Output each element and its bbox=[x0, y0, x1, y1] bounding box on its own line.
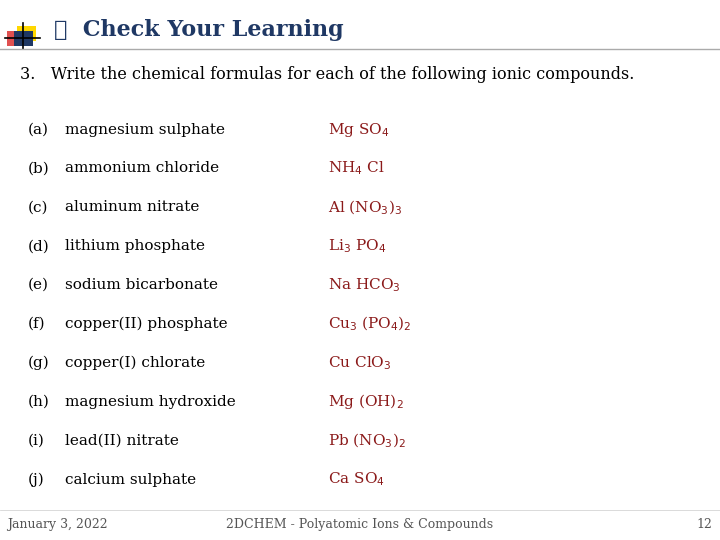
Text: ✝  Check Your Learning: ✝ Check Your Learning bbox=[54, 19, 343, 40]
Text: aluminum nitrate: aluminum nitrate bbox=[65, 200, 199, 214]
Text: Cu ClO$_{3}$: Cu ClO$_{3}$ bbox=[328, 354, 391, 372]
Text: copper(I) chlorate: copper(I) chlorate bbox=[65, 356, 205, 370]
Text: calcium sulphate: calcium sulphate bbox=[65, 472, 196, 487]
Bar bbox=[14, 31, 33, 46]
Text: (b): (b) bbox=[27, 161, 49, 176]
Text: 2DCHEM - Polyatomic Ions & Compounds: 2DCHEM - Polyatomic Ions & Compounds bbox=[226, 518, 494, 531]
Text: (i): (i) bbox=[27, 434, 44, 448]
Text: NH$_{4}$ Cl: NH$_{4}$ Cl bbox=[328, 160, 384, 177]
Text: sodium bicarbonate: sodium bicarbonate bbox=[65, 278, 218, 292]
Text: (a): (a) bbox=[27, 123, 48, 137]
Text: magnesium hydroxide: magnesium hydroxide bbox=[65, 395, 235, 409]
Text: lead(II) nitrate: lead(II) nitrate bbox=[65, 434, 179, 448]
Text: ammonium chloride: ammonium chloride bbox=[65, 161, 219, 176]
Text: copper(II) phosphate: copper(II) phosphate bbox=[65, 317, 228, 331]
Text: (f): (f) bbox=[27, 317, 45, 331]
Text: (d): (d) bbox=[27, 239, 49, 253]
Text: Mg (OH)$_{2}$: Mg (OH)$_{2}$ bbox=[328, 392, 403, 411]
Text: 12: 12 bbox=[697, 518, 713, 531]
Text: Ca SO$_{4}$: Ca SO$_{4}$ bbox=[328, 471, 384, 488]
Text: magnesium sulphate: magnesium sulphate bbox=[65, 123, 225, 137]
Text: lithium phosphate: lithium phosphate bbox=[65, 239, 204, 253]
Text: Pb (NO$_{3}$)$_{2}$: Pb (NO$_{3}$)$_{2}$ bbox=[328, 431, 405, 450]
Text: Li$_{3}$ PO$_{4}$: Li$_{3}$ PO$_{4}$ bbox=[328, 238, 386, 255]
Text: (g): (g) bbox=[27, 356, 49, 370]
Text: Cu$_{3}$ (PO$_{4}$)$_{2}$: Cu$_{3}$ (PO$_{4}$)$_{2}$ bbox=[328, 315, 411, 333]
Bar bbox=[7, 31, 27, 46]
Text: (e): (e) bbox=[27, 278, 48, 292]
Text: January 3, 2022: January 3, 2022 bbox=[7, 518, 108, 531]
Text: Na HCO$_{3}$: Na HCO$_{3}$ bbox=[328, 276, 400, 294]
Text: (h): (h) bbox=[27, 395, 49, 409]
Text: (c): (c) bbox=[27, 200, 48, 214]
Text: (j): (j) bbox=[27, 472, 44, 487]
Text: Al (NO$_{3}$)$_{3}$: Al (NO$_{3}$)$_{3}$ bbox=[328, 198, 402, 217]
Bar bbox=[17, 26, 36, 41]
Text: Mg SO$_{4}$: Mg SO$_{4}$ bbox=[328, 120, 389, 139]
Text: 3.   Write the chemical formulas for each of the following ionic compounds.: 3. Write the chemical formulas for each … bbox=[20, 66, 634, 83]
